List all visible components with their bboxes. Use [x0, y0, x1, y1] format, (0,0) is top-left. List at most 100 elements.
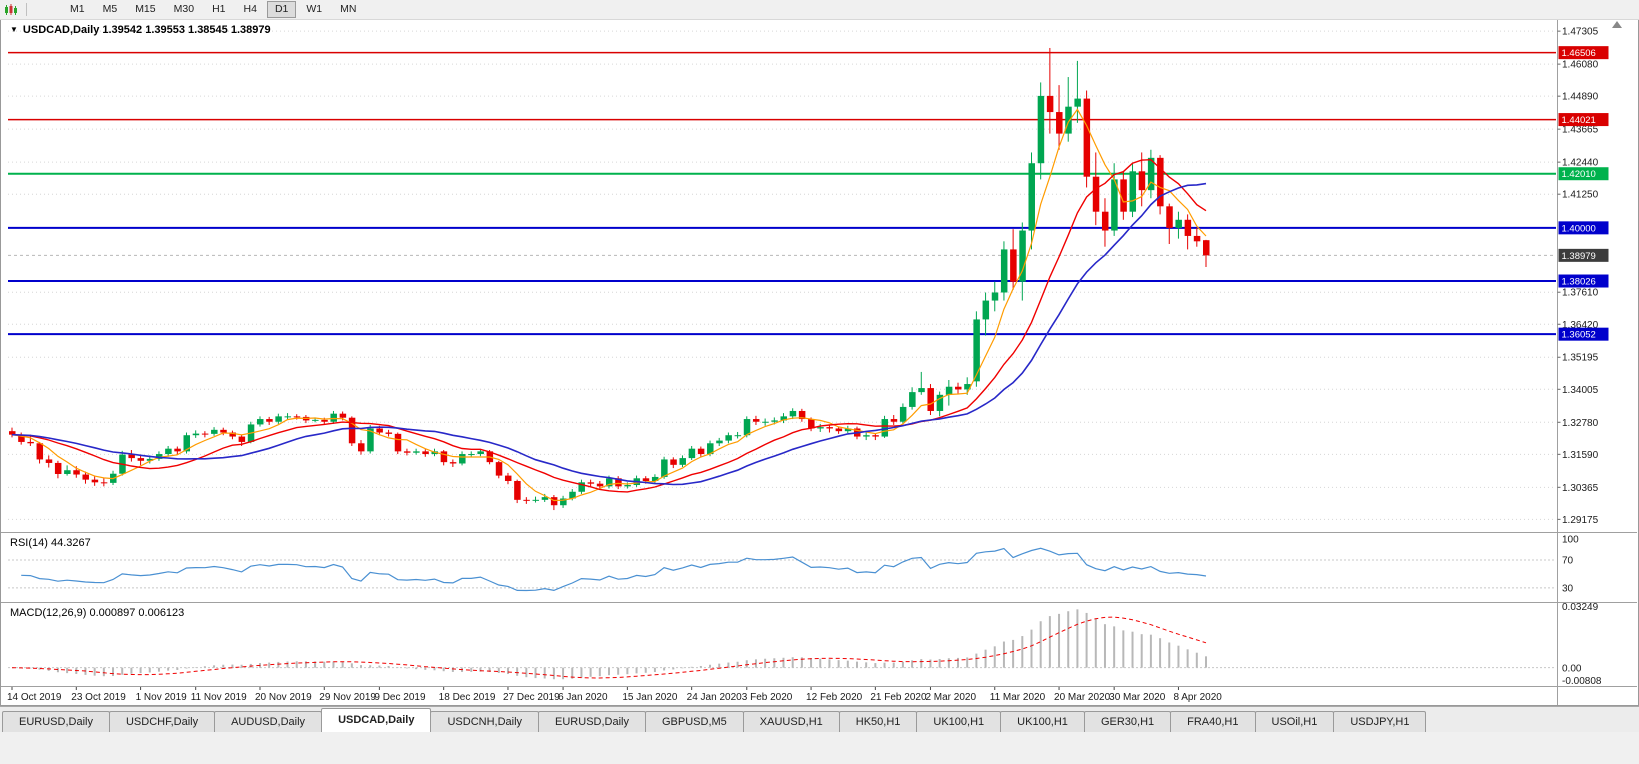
- candle: [1129, 163, 1137, 218]
- candle: [330, 410, 337, 424]
- candle: [872, 433, 879, 441]
- candle: [367, 424, 374, 454]
- time-tick-label: 24 Jan 2020: [687, 692, 742, 703]
- price-badge: [1558, 327, 1609, 341]
- chart-tab-usdjpy-h1[interactable]: USDJPY,H1: [1333, 711, 1427, 732]
- candle: [1120, 171, 1127, 220]
- chart-tab-usoil-h1[interactable]: USOil,H1: [1254, 711, 1335, 732]
- collapse-arrow-icon[interactable]: ▼: [10, 25, 18, 34]
- price-tick-label: 1.31590: [1562, 450, 1599, 461]
- candle: [532, 496, 540, 503]
- chart-tab-bar: EURUSD,Daily USDCHF,Daily AUDUSD,Daily USDC…: [0, 706, 1639, 732]
- candle: [780, 413, 788, 424]
- time-tick-label: 29 Nov 2019: [319, 692, 376, 703]
- timeframe-button-h4[interactable]: H4: [236, 1, 265, 18]
- candle: [936, 391, 944, 417]
- price-tick-label: 1.47305: [1562, 27, 1599, 38]
- chart-tab-ger30-h1[interactable]: GER30,H1: [1083, 711, 1172, 732]
- candlestick-chart-icon[interactable]: [4, 3, 18, 17]
- candle: [1184, 214, 1192, 250]
- candle: [697, 446, 705, 458]
- candle: [1010, 229, 1017, 290]
- time-tick-label: 30 Mar 2020: [1109, 692, 1166, 703]
- ma-slow-line: [11, 182, 1207, 486]
- candle: [477, 449, 484, 457]
- candle: [661, 456, 668, 479]
- status-area: [0, 732, 1639, 764]
- macd-axis[interactable]: 0.03249 0.00-0.00808: [1562, 602, 1602, 687]
- chart-tab-uk100-h1[interactable]: UK100,H1: [916, 711, 1002, 732]
- time-tick-label: 15 Jan 2020: [622, 692, 677, 703]
- candle: [523, 497, 530, 504]
- chart-canvas[interactable]: 1.47305 1.46080 1.44890 1.43665 1.42440 1.412…: [0, 0, 1639, 706]
- chart-tab-usdcad-daily[interactable]: USDCAD,Daily: [321, 708, 432, 732]
- price-tick-label: 1.34005: [1562, 385, 1599, 396]
- timeframe-button-d1[interactable]: D1: [266, 1, 297, 18]
- chart-tab-eurusd-daily[interactable]: EURUSD,Daily: [538, 711, 646, 732]
- time-tick-label: 11 Nov 2019: [191, 692, 247, 703]
- timeframe-button-w1[interactable]: W1: [298, 1, 330, 18]
- rsi-axis-label: 100: [1562, 535, 1579, 546]
- timeframe-button-h1[interactable]: H1: [204, 1, 233, 18]
- candle: [413, 448, 420, 455]
- candle: [909, 387, 916, 410]
- candle: [826, 424, 833, 433]
- candle: [844, 425, 852, 434]
- candle: [587, 479, 595, 487]
- time-tick-label: 8 Apr 2020: [1173, 692, 1222, 703]
- candle: [468, 451, 475, 457]
- timeframe-button-m30[interactable]: M30: [166, 1, 202, 18]
- timeframes-toolbar: M1 M5 M15 M30 H1 H4 D1 W1 MN: [0, 0, 1639, 20]
- candle: [229, 430, 236, 440]
- candle: [679, 455, 686, 467]
- price-tick-label: 1.36420: [1562, 320, 1599, 331]
- chart-tab-xauusd-h1[interactable]: XAUUSD,H1: [742, 711, 840, 732]
- candle: [284, 413, 292, 420]
- price-badge-label: 1.38026: [1562, 277, 1596, 288]
- chart-tab-usdchf-daily[interactable]: USDCHF,Daily: [108, 711, 216, 732]
- time-tick-label: 27 Dec 2019: [503, 692, 560, 703]
- candle: [201, 431, 209, 438]
- chart-tab-fra40-h1[interactable]: FRA40,H1: [1170, 711, 1256, 732]
- price-axis[interactable]: 1.47305 1.46080 1.44890 1.43665 1.42440 1.412…: [1557, 27, 1599, 526]
- macd-panel: [8, 609, 1556, 680]
- price-tick-label: 1.42440: [1562, 158, 1599, 169]
- price-tick-label: 1.41250: [1562, 190, 1599, 201]
- price-tick-label: 1.46080: [1562, 60, 1599, 71]
- candle: [440, 450, 448, 466]
- rsi-axis-label: 70: [1562, 556, 1574, 567]
- timeframe-button-mn[interactable]: MN: [332, 1, 364, 18]
- candle: [835, 426, 843, 434]
- candle: [596, 480, 604, 490]
- candle: [1083, 90, 1091, 188]
- price-tick-label: 1.29175: [1562, 515, 1599, 526]
- candle: [1056, 85, 1063, 150]
- chart-tab-uk100-h1[interactable]: UK100,H1: [1000, 711, 1085, 732]
- candle: [1000, 241, 1008, 301]
- candle: [991, 281, 999, 312]
- time-axis[interactable]: 14 Oct 2019 23 Oct 2019 1 Nov 2019 11 Nov 2…: [7, 687, 1222, 703]
- horizontal-lines: [8, 51, 1556, 336]
- candle: [927, 384, 934, 416]
- chart-tab-hk50-h1[interactable]: HK50,H1: [838, 711, 918, 732]
- price-badge-label: 1.42010: [1562, 169, 1596, 180]
- time-tick-label: 14 Oct 2019: [7, 692, 62, 703]
- chart-tab-gbpusd-m5[interactable]: GBPUSD,M5: [645, 711, 744, 732]
- timeframe-button-m15[interactable]: M15: [127, 1, 163, 18]
- scroll-up-icon[interactable]: [1612, 21, 1622, 28]
- candle: [578, 479, 585, 494]
- chart-tab-usdcnh-daily[interactable]: USDCNH,Daily: [430, 711, 540, 732]
- chart-tab-eurusd-daily[interactable]: EURUSD,Daily: [2, 711, 110, 732]
- time-tick-label: 12 Feb 2020: [806, 692, 863, 703]
- price-badges: 1.46506 1.44021 1.42010 1.40000 1.38026 1.360…: [1558, 46, 1609, 341]
- candle: [1046, 47, 1054, 134]
- candle: [1157, 155, 1164, 215]
- chart-title: ▼ USDCAD,Daily 1.39542 1.39553 1.38545 1.…: [10, 24, 271, 36]
- price-tick-label: 1.44890: [1562, 92, 1599, 103]
- chart-tab-audusd-daily[interactable]: AUDUSD,Daily: [214, 711, 323, 732]
- timeframe-button-m5[interactable]: M5: [95, 1, 126, 18]
- rsi-axis[interactable]: 100 70 30: [1562, 535, 1579, 595]
- timeframe-button-m1[interactable]: M1: [62, 1, 93, 18]
- candle: [762, 418, 769, 426]
- time-tick-label: 20 Mar 2020: [1054, 692, 1111, 703]
